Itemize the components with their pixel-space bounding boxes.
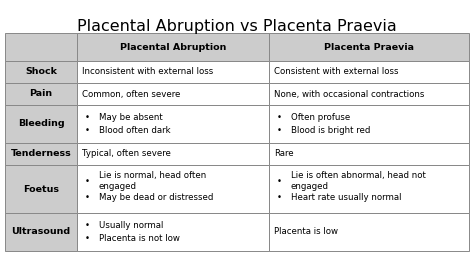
Text: Foetus: Foetus: [23, 184, 59, 193]
Text: •: •: [277, 193, 282, 202]
Text: None, with occasional contractions: None, with occasional contractions: [274, 89, 424, 98]
Bar: [5, 143, 77, 165]
Bar: [5, 61, 77, 83]
Text: Heart rate usually normal: Heart rate usually normal: [291, 193, 401, 202]
Text: •: •: [85, 177, 90, 186]
Bar: [269, 33, 469, 61]
Bar: [77, 61, 269, 83]
Text: May be absent: May be absent: [99, 113, 163, 122]
Bar: [77, 143, 269, 165]
Text: Placenta is not low: Placenta is not low: [99, 234, 180, 243]
Text: •: •: [85, 126, 90, 135]
Text: Inconsistent with external loss: Inconsistent with external loss: [82, 67, 213, 76]
Text: •: •: [277, 126, 282, 135]
Text: •: •: [277, 113, 282, 122]
Bar: [269, 61, 469, 83]
Bar: [269, 213, 469, 251]
Text: Often profuse: Often profuse: [291, 113, 350, 122]
Text: Pain: Pain: [29, 89, 53, 98]
Bar: [269, 83, 469, 105]
Text: Placenta is low: Placenta is low: [274, 227, 338, 236]
Bar: [77, 213, 269, 251]
Text: Placental Abruption: Placental Abruption: [120, 42, 226, 51]
Bar: [5, 165, 77, 213]
Text: Tenderness: Tenderness: [10, 150, 72, 159]
Text: Consistent with external loss: Consistent with external loss: [274, 67, 399, 76]
Text: Usually normal: Usually normal: [99, 221, 164, 230]
Text: Blood is bright red: Blood is bright red: [291, 126, 370, 135]
Text: Blood often dark: Blood often dark: [99, 126, 171, 135]
Bar: [77, 105, 269, 143]
Text: May be dead or distressed: May be dead or distressed: [99, 193, 213, 202]
Bar: [77, 33, 269, 61]
Bar: [269, 143, 469, 165]
Text: •: •: [85, 234, 90, 243]
Text: Placental Abruption vs Placenta Praevia: Placental Abruption vs Placenta Praevia: [77, 19, 397, 34]
Text: Rare: Rare: [274, 150, 293, 159]
Text: •: •: [85, 113, 90, 122]
Bar: [5, 83, 77, 105]
Text: Common, often severe: Common, often severe: [82, 89, 181, 98]
Text: Bleeding: Bleeding: [18, 119, 64, 128]
Bar: [269, 165, 469, 213]
Bar: [77, 165, 269, 213]
Bar: [5, 213, 77, 251]
Text: •: •: [277, 177, 282, 186]
Text: •: •: [85, 221, 90, 230]
Text: Ultrasound: Ultrasound: [11, 227, 71, 236]
Text: Shock: Shock: [25, 67, 57, 76]
Bar: [5, 33, 77, 61]
Bar: [269, 105, 469, 143]
Text: Typical, often severe: Typical, often severe: [82, 150, 171, 159]
Bar: [77, 83, 269, 105]
Text: Lie is normal, head often
engaged: Lie is normal, head often engaged: [99, 171, 206, 191]
Text: Lie is often abnormal, head not
engaged: Lie is often abnormal, head not engaged: [291, 171, 426, 191]
Bar: [5, 105, 77, 143]
Text: •: •: [85, 193, 90, 202]
Text: Placenta Praevia: Placenta Praevia: [324, 42, 414, 51]
